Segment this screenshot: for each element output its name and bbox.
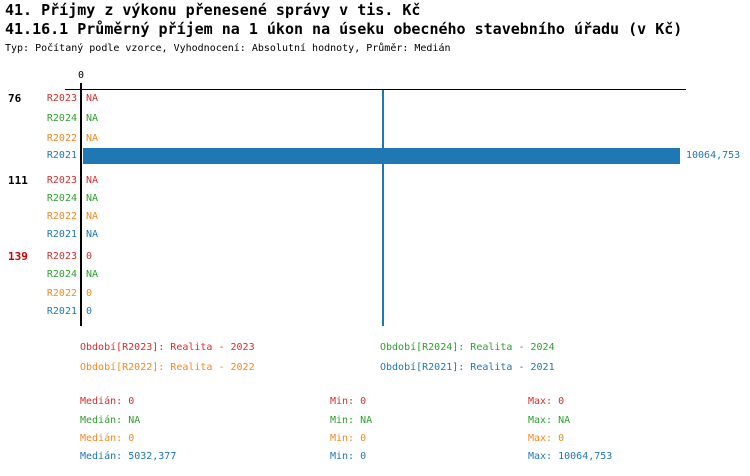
row-value: NA bbox=[86, 229, 99, 240]
report-meta: Typ: Počítaný podle vzorce, Vyhodnocení:… bbox=[5, 43, 451, 54]
stat-label: Medián: bbox=[80, 451, 123, 462]
stat-value: 5032,377 bbox=[128, 451, 177, 462]
stat-median-r2021: Medián: 5032,377 bbox=[80, 451, 176, 463]
stat-max-r2023: Max: 0 bbox=[528, 396, 564, 408]
series-label: R2024 bbox=[46, 269, 77, 280]
stat-max-r2022: Max: 0 bbox=[528, 433, 564, 445]
stat-value: 10064,753 bbox=[558, 451, 613, 462]
group-label-139: 139 bbox=[8, 250, 28, 263]
stat-value: 0 bbox=[558, 433, 565, 444]
row-value: NA bbox=[86, 133, 99, 144]
stat-min-r2024: Min: NA bbox=[330, 415, 372, 427]
x-axis-zero-label: 0 bbox=[77, 70, 85, 81]
group-label-111: 111 bbox=[8, 174, 28, 187]
stat-label: Medián: bbox=[80, 396, 123, 407]
report-subtitle: 41.16.1 Průměrný příjem na 1 úkon na úse… bbox=[5, 20, 683, 38]
row-value: 0 bbox=[86, 306, 93, 317]
row-value: NA bbox=[86, 193, 99, 204]
stat-median-r2023: Medián: 0 bbox=[80, 396, 134, 408]
stat-value: NA bbox=[558, 415, 571, 426]
stat-value: 0 bbox=[360, 396, 367, 407]
row-value: NA bbox=[86, 175, 99, 186]
stat-min-r2022: Min: 0 bbox=[330, 433, 366, 445]
stat-label: Max: bbox=[528, 451, 553, 462]
series-label: R2021 bbox=[46, 306, 77, 317]
stat-value: 0 bbox=[360, 451, 367, 462]
series-label: R2023 bbox=[46, 93, 77, 104]
row-value: 0 bbox=[86, 251, 93, 262]
stat-value: 0 bbox=[558, 396, 565, 407]
stat-value: 0 bbox=[128, 396, 135, 407]
series-label: R2021 bbox=[46, 229, 77, 240]
stat-label: Medián: bbox=[80, 433, 123, 444]
stat-value: 0 bbox=[128, 433, 135, 444]
stat-value: 0 bbox=[360, 433, 367, 444]
stat-label: Min: bbox=[330, 451, 355, 462]
series-label: R2022 bbox=[46, 211, 77, 222]
group-label-76: 76 bbox=[8, 92, 22, 105]
legend-item-r2024: Období[R2024]: Realita - 2024 bbox=[380, 342, 555, 353]
report-title: 41. Příjmy z výkonu přenesené správy v t… bbox=[5, 1, 421, 19]
row-value: 0 bbox=[86, 288, 93, 299]
stat-max-r2021: Max: 10064,753 bbox=[528, 451, 612, 463]
stat-label: Medián: bbox=[80, 415, 123, 426]
stat-label: Min: bbox=[330, 433, 355, 444]
stat-max-r2024: Max: NA bbox=[528, 415, 570, 427]
row-value: NA bbox=[86, 93, 99, 104]
stat-label: Min: bbox=[330, 396, 355, 407]
stat-min-r2021: Min: 0 bbox=[330, 451, 366, 463]
stat-label: Max: bbox=[528, 433, 553, 444]
legend-item-r2022: Období[R2022]: Realita - 2022 bbox=[80, 362, 255, 373]
stat-median-r2022: Medián: 0 bbox=[80, 433, 134, 445]
row-value: NA bbox=[86, 113, 99, 124]
stat-label: Max: bbox=[528, 396, 553, 407]
x-axis-line bbox=[65, 89, 686, 90]
legend-item-r2023: Období[R2023]: Realita - 2023 bbox=[80, 342, 255, 353]
bar-value-label: 10064,753 bbox=[686, 150, 741, 161]
series-label: R2024 bbox=[46, 113, 77, 124]
series-label: R2022 bbox=[46, 133, 77, 144]
stat-median-r2024: Medián: NA bbox=[80, 415, 140, 427]
stat-label: Max: bbox=[528, 415, 553, 426]
median-line bbox=[382, 90, 384, 326]
legend-item-r2021: Období[R2021]: Realita - 2021 bbox=[380, 362, 555, 373]
value-bar bbox=[83, 148, 680, 164]
series-label: R2023 bbox=[46, 175, 77, 186]
stat-value: NA bbox=[360, 415, 373, 426]
series-label: R2022 bbox=[46, 288, 77, 299]
row-value: NA bbox=[86, 269, 99, 280]
series-label: R2023 bbox=[46, 251, 77, 262]
stat-label: Min: bbox=[330, 415, 355, 426]
stat-value: NA bbox=[128, 415, 141, 426]
y-axis-line bbox=[80, 83, 82, 326]
series-label: R2024 bbox=[46, 193, 77, 204]
stat-min-r2023: Min: 0 bbox=[330, 396, 366, 408]
row-value: NA bbox=[86, 211, 99, 222]
series-label: R2021 bbox=[46, 150, 77, 161]
